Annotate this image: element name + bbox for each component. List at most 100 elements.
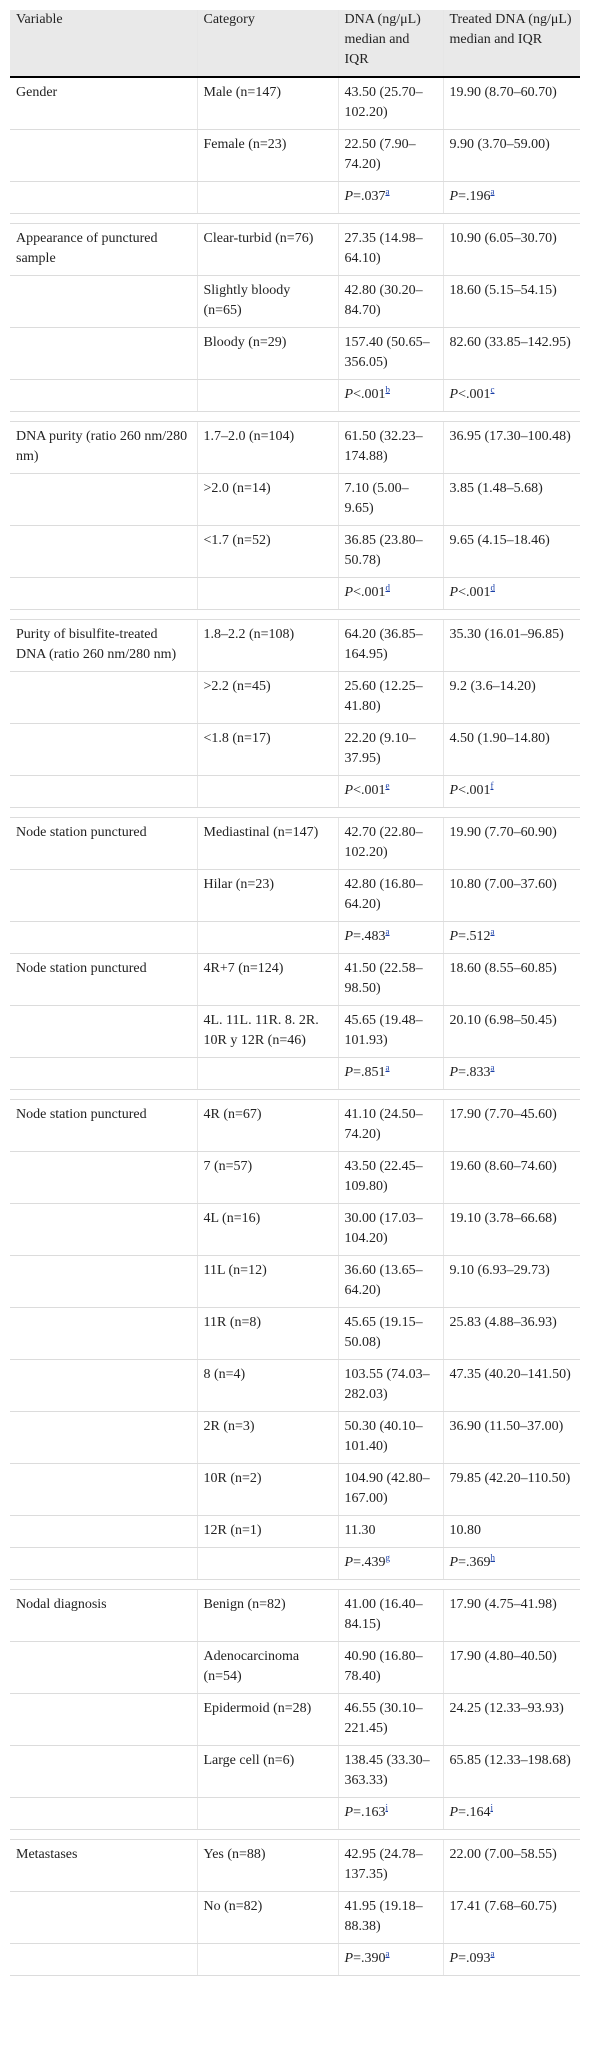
data-table: Variable Category DNA (ng/μL) median and I…	[10, 10, 580, 1976]
header-cell: DNA (ng/μL) median and IQR	[338, 10, 444, 78]
data-row: <1.7 (n=52) 36.85 (23.80–50.78) 9.65 (4.15…	[10, 525, 580, 578]
footnote-link[interactable]: a	[385, 1062, 390, 1073]
category-cell: Large cell (n=6)	[197, 1745, 339, 1798]
footnote-link[interactable]: g	[385, 1552, 390, 1563]
p-value-row: P=.483a P=.512a	[10, 921, 580, 954]
footnote-link[interactable]: a	[385, 1948, 390, 1959]
treated-cell: 3.85 (1.48–5.68)	[443, 473, 580, 526]
treated-cell: 17.41 (7.68–60.75)	[443, 1891, 580, 1944]
treated-cell: 36.95 (17.30–100.48)	[443, 421, 580, 474]
empty-cell	[197, 1943, 339, 1976]
footnote-link[interactable]: a	[490, 186, 495, 197]
p-value: =.483	[353, 929, 386, 944]
empty-cell	[10, 1515, 198, 1548]
footnote-link[interactable]: a	[490, 1948, 495, 1959]
dna-cell: 25.60 (12.25–41.80)	[338, 671, 444, 724]
footnote-link[interactable]: a	[385, 926, 390, 937]
spacer-cell	[10, 411, 580, 422]
category-cell: 4L. 11L. 11R. 8. 2R. 10R y 12R (n=46)	[197, 1005, 339, 1058]
category-cell: Adenocarcinoma (n=54)	[197, 1641, 339, 1694]
treated-cell: 79.85 (42.20–110.50)	[443, 1463, 580, 1516]
footnote-link[interactable]: d	[490, 582, 495, 593]
data-row: Node station punctured 4R (n=67) 41.10 (24…	[10, 1099, 580, 1152]
row-group: Appearance of punctured sample Clear-turb…	[10, 223, 580, 422]
p-value: <.001	[458, 783, 491, 798]
data-row: Gender Male (n=147) 43.50 (25.70–102.20) 19…	[10, 77, 580, 130]
footnote-link[interactable]: a	[490, 926, 495, 937]
data-row: 10R (n=2) 104.90 (42.80–167.00) 79.85 (42.…	[10, 1463, 580, 1516]
footnote-marker: c	[490, 384, 494, 394]
footnote-link[interactable]: f	[490, 780, 494, 791]
p-value-row: P=.390a P=.093a	[10, 1943, 580, 1976]
data-row: >2.2 (n=45) 25.60 (12.25–41.80) 9.2 (3.6–1…	[10, 671, 580, 724]
spacer-row	[10, 1089, 580, 1100]
data-row: 12R (n=1) 11.30 10.80	[10, 1515, 580, 1548]
empty-cell	[10, 525, 198, 578]
treated-cell: 9.65 (4.15–18.46)	[443, 525, 580, 578]
variable-cell: Metastases	[10, 1839, 198, 1892]
empty-cell	[10, 1057, 198, 1090]
footnote-marker: e	[385, 780, 389, 790]
dna-cell: 61.50 (32.23–174.88)	[338, 421, 444, 474]
dna-cell: 41.00 (16.40–84.15)	[338, 1589, 444, 1642]
dna-cell: 11.30	[338, 1515, 444, 1548]
treated-cell: 4.50 (1.90–14.80)	[443, 723, 580, 776]
empty-cell	[10, 1151, 198, 1204]
category-cell: 11L (n=12)	[197, 1255, 339, 1308]
empty-cell	[10, 671, 198, 724]
p-value-cell: P<.001c	[443, 379, 580, 412]
p-symbol: P	[449, 929, 459, 944]
data-row: 11R (n=8) 45.65 (19.15–50.08) 25.83 (4.88–…	[10, 1307, 580, 1360]
row-group: Node station punctured Mediastinal (n=147…	[10, 817, 580, 954]
category-cell: <1.8 (n=17)	[197, 723, 339, 776]
footnote-link[interactable]: b	[385, 384, 390, 395]
variable-cell: Purity of bisulfite-treated DNA (ratio 2…	[10, 619, 198, 672]
footnote-link[interactable]: d	[385, 582, 390, 593]
spacer-row	[10, 609, 580, 620]
empty-cell	[10, 723, 198, 776]
empty-cell	[10, 327, 198, 380]
data-row: Large cell (n=6) 138.45 (33.30–363.33) 65.…	[10, 1745, 580, 1798]
spacer-row	[10, 213, 580, 224]
variable-cell: Node station punctured	[10, 953, 198, 1006]
footnote-link[interactable]: e	[385, 780, 390, 791]
row-group: Purity of bisulfite-treated DNA (ratio 2…	[10, 619, 580, 818]
data-row: Adenocarcinoma (n=54) 40.90 (16.80–78.40)…	[10, 1641, 580, 1694]
variable-cell: Nodal diagnosis	[10, 1589, 198, 1642]
data-row: Female (n=23) 22.50 (7.90–74.20) 9.90 (3.7…	[10, 129, 580, 182]
p-symbol: P	[449, 585, 459, 600]
category-cell: Yes (n=88)	[197, 1839, 339, 1892]
footnote-link[interactable]: a	[490, 1062, 495, 1073]
footnote-link[interactable]: c	[490, 384, 495, 395]
treated-cell: 36.90 (11.50–37.00)	[443, 1411, 580, 1464]
footnote-link[interactable]: i	[385, 1802, 388, 1813]
footnote-link[interactable]: a	[385, 186, 390, 197]
treated-cell: 65.85 (12.33–198.68)	[443, 1745, 580, 1798]
spacer-row	[10, 1829, 580, 1840]
footnote-marker: g	[385, 1552, 390, 1562]
empty-cell	[10, 1797, 198, 1830]
data-row: Epidermoid (n=28) 46.55 (30.10–221.45) 24.…	[10, 1693, 580, 1746]
p-value: <.001	[353, 783, 386, 798]
p-value-row: P<.001b P<.001c	[10, 379, 580, 412]
category-cell: Male (n=147)	[197, 77, 339, 130]
p-value: =.390	[353, 1951, 386, 1966]
treated-cell: 20.10 (6.98–50.45)	[443, 1005, 580, 1058]
data-row: 4L. 11L. 11R. 8. 2R. 10R y 12R (n=46) 45.…	[10, 1005, 580, 1058]
footnote-marker: a	[490, 186, 494, 196]
category-cell: Mediastinal (n=147)	[197, 817, 339, 870]
empty-cell	[10, 379, 198, 412]
p-symbol: P	[344, 189, 354, 204]
p-symbol: P	[449, 1805, 459, 1820]
p-value-row: P=.439g P=.369h	[10, 1547, 580, 1580]
header-cell: Category	[197, 10, 339, 78]
dna-cell: 45.65 (19.48–101.93)	[338, 1005, 444, 1058]
dna-cell: 7.10 (5.00–9.65)	[338, 473, 444, 526]
footnote-link[interactable]: i	[490, 1802, 493, 1813]
p-value-row: P<.001e P<.001f	[10, 775, 580, 808]
category-cell: 8 (n=4)	[197, 1359, 339, 1412]
category-cell: >2.2 (n=45)	[197, 671, 339, 724]
footnote-marker: a	[385, 926, 389, 936]
footnote-link[interactable]: h	[490, 1552, 495, 1563]
category-cell: 4R+7 (n=124)	[197, 953, 339, 1006]
